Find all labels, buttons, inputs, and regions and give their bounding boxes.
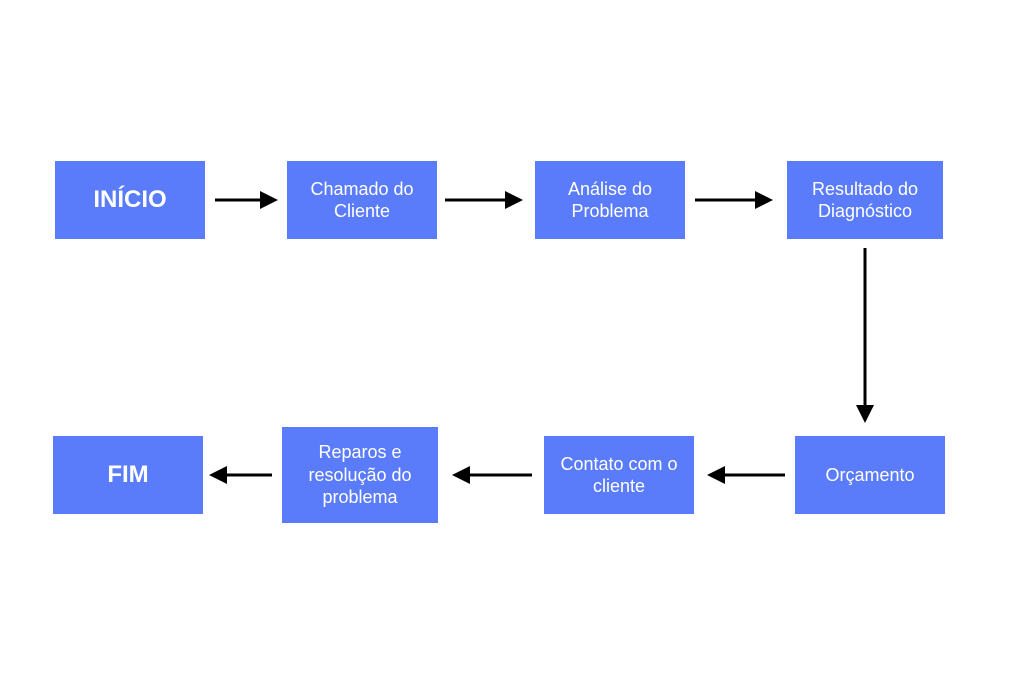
flowchart-node-label: Reparos e resolução do problema xyxy=(290,441,430,509)
flowchart-node-reparos: Reparos e resolução do problema xyxy=(282,427,438,523)
flowchart-node-label: Chamado do Cliente xyxy=(295,178,429,223)
flowchart-node-contato: Contato com o cliente xyxy=(544,436,694,514)
flowchart-node-label: Contato com o cliente xyxy=(552,453,686,498)
flowchart-node-label: Análise do Problema xyxy=(543,178,677,223)
flowchart-node-label: INÍCIO xyxy=(93,185,166,215)
flowchart-node-label: Orçamento xyxy=(825,464,914,487)
flowchart-node-label: FIM xyxy=(107,460,148,490)
flowchart-node-orcamento: Orçamento xyxy=(795,436,945,514)
flowchart-node-analise: Análise do Problema xyxy=(535,161,685,239)
flowchart-node-resultado: Resultado do Diagnóstico xyxy=(787,161,943,239)
flowchart-node-inicio: INÍCIO xyxy=(55,161,205,239)
flowchart-node-chamado: Chamado do Cliente xyxy=(287,161,437,239)
flowchart-node-fim: FIM xyxy=(53,436,203,514)
flowchart-edges xyxy=(0,0,1024,683)
flowchart-node-label: Resultado do Diagnóstico xyxy=(795,178,935,223)
